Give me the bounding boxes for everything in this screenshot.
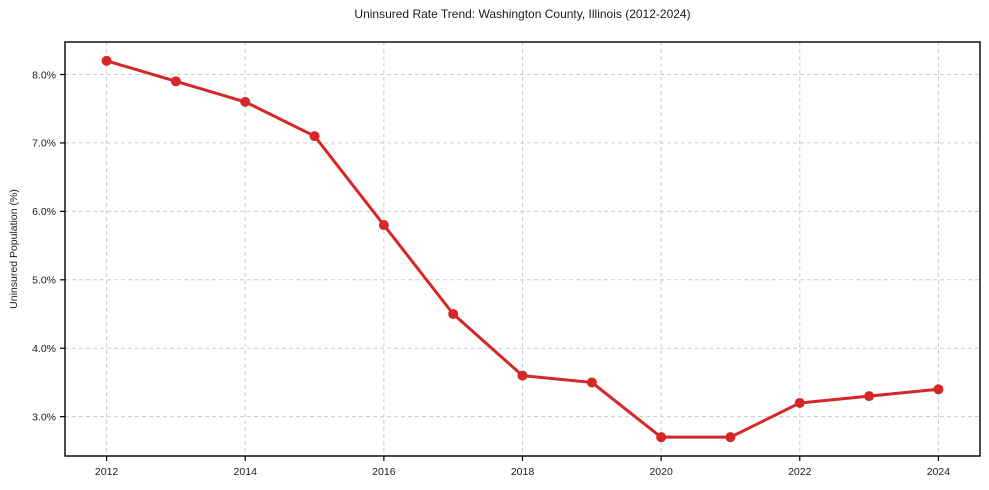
data-point [864, 391, 875, 402]
x-tick-label: 2020 [649, 466, 673, 478]
data-point [240, 96, 251, 107]
x-tick-label: 2024 [927, 466, 951, 478]
x-tick-label: 2018 [511, 466, 535, 478]
data-point [378, 220, 389, 231]
data-point [656, 432, 667, 443]
data-point [586, 377, 597, 388]
y-tick-label: 4.0% [32, 343, 56, 355]
data-point [794, 397, 805, 408]
data-point [725, 432, 736, 443]
data-point [517, 370, 528, 381]
y-tick-label: 7.0% [32, 138, 56, 150]
y-tick-label: 6.0% [32, 206, 56, 218]
data-point [170, 76, 181, 87]
chart-title: Uninsured Rate Trend: Washington County,… [354, 7, 691, 21]
y-tick-label: 5.0% [32, 275, 56, 287]
x-tick-label: 2022 [788, 466, 812, 478]
x-tick-label: 2016 [372, 466, 396, 478]
data-point [309, 131, 320, 142]
data-point [933, 384, 944, 395]
x-tick-label: 2014 [234, 466, 258, 478]
x-tick-label: 2012 [95, 466, 119, 478]
y-tick-label: 3.0% [32, 411, 56, 423]
y-tick-label: 8.0% [32, 69, 56, 81]
data-point [448, 309, 459, 320]
y-axis-label: Uninsured Population (%) [8, 189, 20, 309]
data-point [101, 55, 112, 66]
